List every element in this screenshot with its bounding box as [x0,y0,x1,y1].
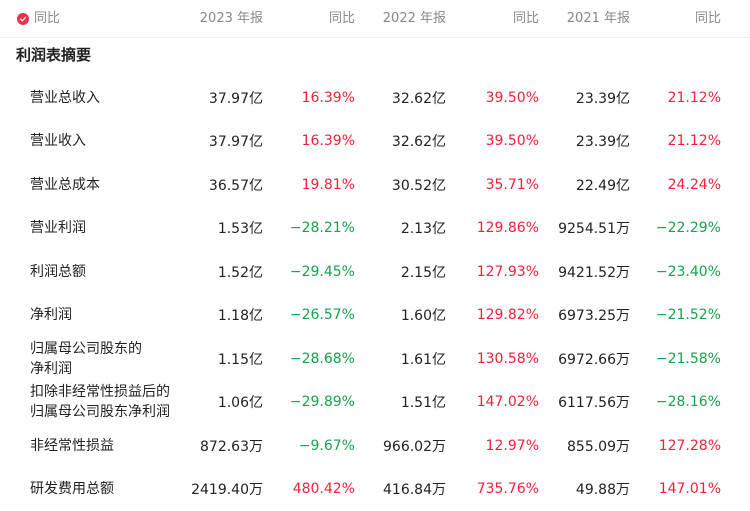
column-header-yoy-2021: 同比 [695,0,721,37]
column-header-2023: 2023 年报 [200,0,263,37]
amount-value: 1.53亿 [218,207,263,251]
yoy-value: 21.12% [668,76,721,120]
amount-value: 22.49亿 [576,163,630,207]
row-label: 利润总额 [30,250,86,294]
yoy-value: 35.71% [486,163,539,207]
row-label: 营业利润 [30,207,86,251]
yoy-value: 24.24% [668,163,721,207]
amount-value: 6972.66万 [558,337,630,381]
yoy-value: −21.58% [656,337,721,381]
row-label: 研发费用总额 [30,468,114,511]
yoy-value: 21.12% [668,120,721,164]
yoy-value: 39.50% [486,120,539,164]
amount-value: 1.06亿 [218,381,263,425]
amount-value: 1.52亿 [218,250,263,294]
table-row: 利润总额 1.52亿 −29.45% 2.15亿 127.93% 9421.52万 −23.… [0,250,750,294]
amount-value: 32.62亿 [392,76,446,120]
row-label: 扣除非经常性损益后的归属母公司股东净利润 [30,381,170,425]
amount-value: 6117.56万 [558,381,630,425]
yoy-value: 39.50% [486,76,539,120]
table-row: 营业总成本 36.57亿 19.81% 30.52亿 35.71% 22.49亿 24.24… [0,163,750,207]
amount-value: 1.61亿 [401,337,446,381]
yoy-value: 129.82% [477,294,539,338]
yoy-value: −21.52% [656,294,721,338]
table-header: 同比 2023 年报 同比 2022 年报 同比 2021 年报 同比 [0,0,750,38]
amount-value: 23.39亿 [576,76,630,120]
yoy-value: 19.81% [302,163,355,207]
amount-value: 23.39亿 [576,120,630,164]
column-header-yoy-2022: 同比 [513,0,539,37]
amount-value: 1.18亿 [218,294,263,338]
amount-value: 37.97亿 [209,120,263,164]
yoy-toggle[interactable]: 同比 [17,0,60,37]
table-row: 营业利润 1.53亿 −28.21% 2.13亿 129.86% 9254.51万 −22.… [0,207,750,251]
amount-value: 32.62亿 [392,120,446,164]
yoy-value: 147.02% [477,381,539,425]
yoy-value: −23.40% [656,250,721,294]
amount-value: 9421.52万 [558,250,630,294]
row-label: 非经常性损益 [30,424,114,468]
yoy-value: −28.16% [656,381,721,425]
table-row: 非经常性损益 872.63万 −9.67% 966.02万 12.97% 855.09万 1… [0,424,750,468]
amount-value: 49.88万 [576,468,630,511]
table-row: 研发费用总额 2419.40万 480.42% 416.84万 735.76% 49.88… [0,468,750,511]
amount-value: 855.09万 [567,424,630,468]
section-title: 利润表摘要 [16,44,91,65]
yoy-value: −26.57% [290,294,355,338]
yoy-value: −28.21% [290,207,355,251]
row-label: 净利润 [30,294,72,338]
row-label: 营业收入 [30,120,86,164]
amount-value: 416.84万 [383,468,446,511]
table-row: 扣除非经常性损益后的归属母公司股东净利润 1.06亿 −29.89% 1.51亿 147… [0,381,750,425]
yoy-value: 16.39% [302,120,355,164]
yoy-value: 127.93% [477,250,539,294]
amount-value: 37.97亿 [209,76,263,120]
yoy-value: 735.76% [477,468,539,511]
yoy-value: −29.45% [290,250,355,294]
yoy-value: 147.01% [659,468,721,511]
yoy-value: 480.42% [293,468,355,511]
table-row: 营业收入 37.97亿 16.39% 32.62亿 39.50% 23.39亿 21.12% [0,120,750,164]
amount-value: 30.52亿 [392,163,446,207]
row-label: 归属母公司股东的净利润 [30,337,142,381]
yoy-value: 16.39% [302,76,355,120]
table-row: 营业总收入 37.97亿 16.39% 32.62亿 39.50% 23.39亿 21.12… [0,76,750,120]
amount-value: 1.51亿 [401,381,446,425]
amount-value: 2419.40万 [191,468,263,511]
yoy-value: −28.68% [290,337,355,381]
amount-value: 966.02万 [383,424,446,468]
amount-value: 36.57亿 [209,163,263,207]
amount-value: 6973.25万 [558,294,630,338]
income-statement-table: 营业总收入 37.97亿 16.39% 32.62亿 39.50% 23.39亿 21.12… [0,76,750,511]
amount-value: 2.13亿 [401,207,446,251]
amount-value: 1.60亿 [401,294,446,338]
yoy-value: 127.28% [659,424,721,468]
column-header-yoy-2023: 同比 [329,0,355,37]
yoy-value: 129.86% [477,207,539,251]
table-row: 归属母公司股东的净利润 1.15亿 −28.68% 1.61亿 130.58% 6972.… [0,337,750,381]
yoy-value: 130.58% [477,337,539,381]
yoy-value: 12.97% [486,424,539,468]
amount-value: 9254.51万 [558,207,630,251]
row-label: 营业总收入 [30,76,100,120]
yoy-value: −22.29% [656,207,721,251]
column-header-2022: 2022 年报 [383,0,446,37]
table-row: 净利润 1.18亿 −26.57% 1.60亿 129.82% 6973.25万 −21.5… [0,294,750,338]
amount-value: 2.15亿 [401,250,446,294]
amount-value: 1.15亿 [218,337,263,381]
yoy-value: −9.67% [299,424,355,468]
amount-value: 872.63万 [200,424,263,468]
check-circle-icon [17,13,29,25]
column-header-2021: 2021 年报 [567,0,630,37]
yoy-toggle-label: 同比 [34,0,60,37]
yoy-value: −29.89% [290,381,355,425]
row-label: 营业总成本 [30,163,100,207]
